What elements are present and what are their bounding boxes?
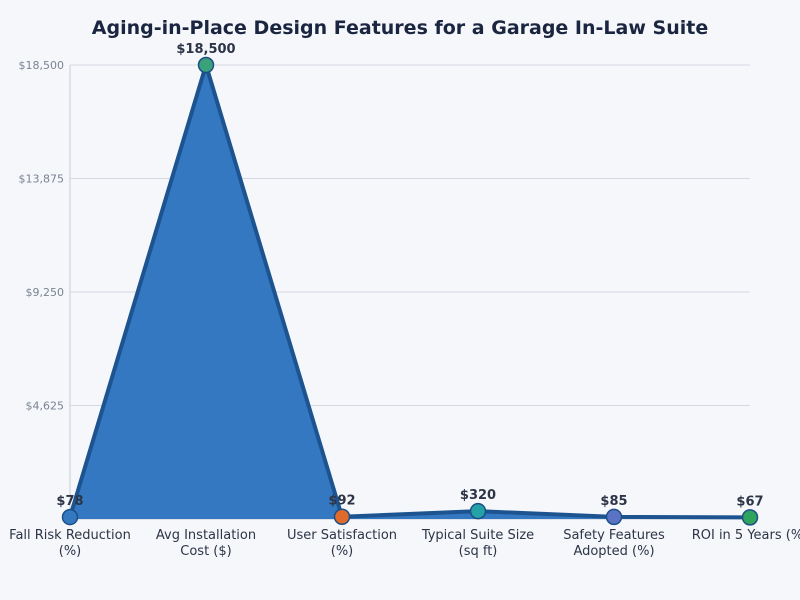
data-point [605,508,623,526]
data-point [197,56,215,74]
data-point [469,502,487,520]
area-series [68,63,751,520]
data-label: $67 [736,494,763,509]
series-line [68,63,751,520]
y-tick-label: $4,625 [26,400,65,413]
x-tick-labels: Fall Risk Reduction (%) Avg Installation Co… [9,528,800,559]
y-tick-label: $9,250 [26,286,65,299]
data-point [741,509,759,526]
y-tick-label: $13,875 [19,173,65,186]
data-label: $92 [328,494,355,509]
x-tick-label: Fall Risk Reduction (%) [9,528,131,559]
chart-title: Aging-in-Place Design Features for a Gar… [92,17,708,39]
data-label: $78 [56,494,83,509]
data-label: $320 [460,488,496,503]
x-tick-label: Avg Installation Cost ($) [156,528,256,559]
y-tick-labels: $4,625 $9,250 $13,875 $18,500 [19,59,65,413]
data-labels: $78 $18,500 $92 $320 $85 $67 [56,42,763,509]
y-tick-label: $18,500 [19,59,65,72]
data-label: $85 [600,494,627,509]
data-point [333,508,351,525]
data-label: $18,500 [176,42,235,57]
x-tick-label: Safety Features Adopted (%) [563,528,665,559]
x-tick-label: User Satisfaction (%) [287,528,397,559]
data-points [61,56,759,526]
x-tick-label: ROI in 5 Years (%) [692,528,800,543]
x-tick-label: Typical Suite Size (sq ft) [421,528,534,559]
data-point [61,508,79,526]
